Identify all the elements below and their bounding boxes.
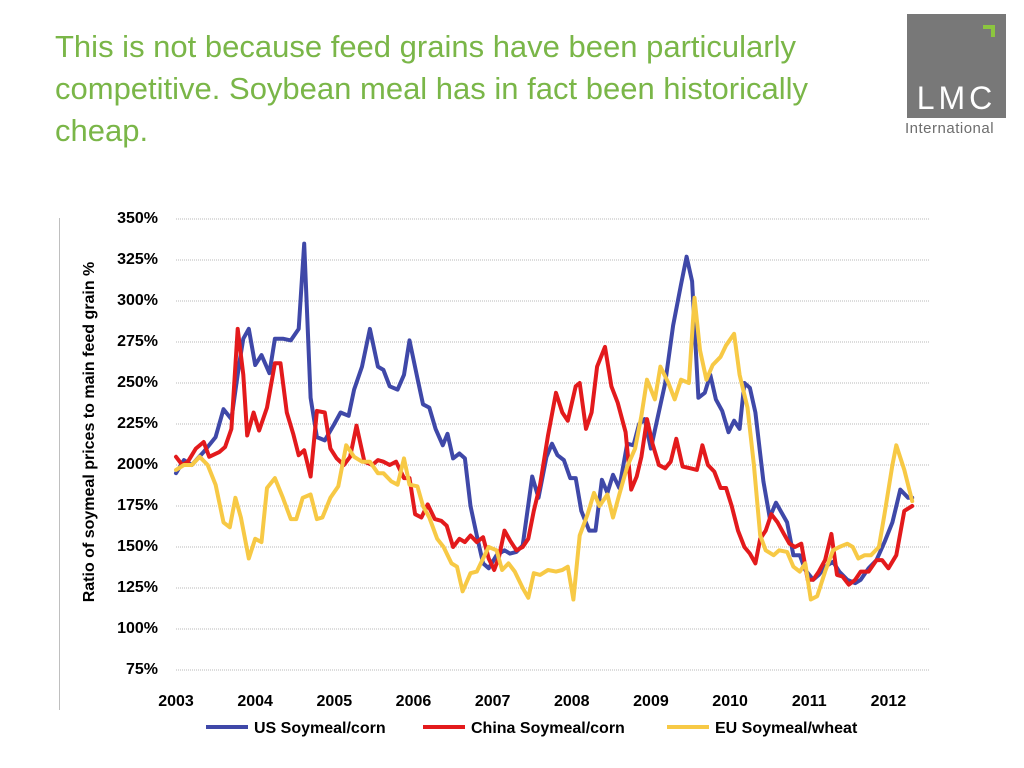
y-tick-label: 175% xyxy=(117,497,158,514)
y-tick-label: 250% xyxy=(117,374,158,391)
y-tick-label: 200% xyxy=(117,456,158,473)
x-tick-label: 2011 xyxy=(792,693,827,710)
y-tick-label: 325% xyxy=(117,251,158,268)
x-tick-label: 2007 xyxy=(475,693,511,710)
x-tick-label: 2006 xyxy=(396,693,432,710)
series-line-0 xyxy=(174,241,915,586)
page-title: This is not because feed grains have bee… xyxy=(55,29,809,148)
y-tick-label: 350% xyxy=(117,210,158,227)
y-axis-ticks: 75% 100% 125% 150% 175% 200% 225% 250% 275% 300% 3… xyxy=(117,210,158,678)
y-axis-label: Ratio of soymeal prices to main feed gra… xyxy=(81,262,98,603)
x-tick-label: 2009 xyxy=(633,693,669,710)
chart-left-border xyxy=(59,218,60,710)
legend-label: China Soymeal/corn xyxy=(471,720,625,737)
y-tick-label: 225% xyxy=(117,415,158,432)
y-tick-label: 100% xyxy=(117,620,158,637)
x-tick-label: 2003 xyxy=(158,693,194,710)
y-tick-label: 300% xyxy=(117,292,158,309)
series-line-2 xyxy=(174,295,915,602)
x-tick-label: 2005 xyxy=(317,693,353,710)
x-axis-ticks: 2003 2004 2005 2006 2007 2008 2009 2010 2011 2012 xyxy=(158,693,906,710)
y-tick-label: 125% xyxy=(117,579,158,596)
grid-lines xyxy=(176,218,930,671)
series-line-1 xyxy=(174,326,915,587)
lmc-logo: LMC xyxy=(907,14,1006,118)
legend-label: EU Soymeal/wheat xyxy=(715,720,858,737)
y-tick-label: 275% xyxy=(117,333,158,350)
series-lines xyxy=(174,241,915,602)
x-tick-label: 2012 xyxy=(871,693,907,710)
logo-wordmark: LMC xyxy=(916,80,997,116)
logo-corner-mark-icon xyxy=(983,25,995,37)
legend-label: US Soymeal/corn xyxy=(254,720,386,737)
logo-subtitle: International xyxy=(905,120,995,137)
y-tick-label: 150% xyxy=(117,538,158,555)
x-tick-label: 2010 xyxy=(712,693,748,710)
x-tick-label: 2008 xyxy=(554,693,590,710)
legend: US Soymeal/corn China Soymeal/corn EU Soym… xyxy=(206,720,858,737)
y-tick-label: 75% xyxy=(126,661,158,678)
x-tick-label: 2004 xyxy=(237,693,273,710)
